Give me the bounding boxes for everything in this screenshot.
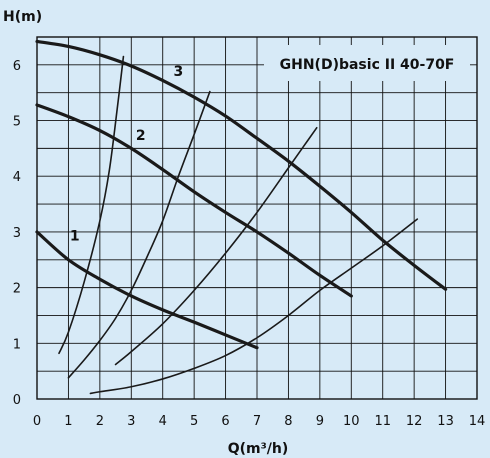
curve-label-3: 3 [174, 64, 184, 80]
system-curves [58, 55, 419, 395]
y-tick-label: 0 [13, 393, 21, 408]
y-tick-label: 6 [13, 59, 21, 74]
y-axis-label: H(m) [3, 9, 42, 25]
grid [36, 36, 478, 400]
plot-frame [36, 36, 478, 400]
x-tick-label: 14 [469, 414, 486, 429]
x-tick-label: 10 [343, 414, 360, 429]
curve-label-1: 1 [70, 228, 80, 244]
x-tick-label: 0 [33, 414, 41, 429]
x-axis-label: Q(m³/h) [228, 441, 289, 457]
y-tick-label: 5 [13, 115, 21, 130]
system-curve [67, 90, 211, 379]
x-tick-label: 7 [253, 414, 261, 429]
y-tick-label: 3 [13, 226, 21, 241]
title-box [264, 45, 470, 81]
y-tick-label: 4 [13, 170, 21, 185]
x-tick-label: 12 [406, 414, 423, 429]
x-tick-label: 9 [316, 414, 324, 429]
system-curve [114, 126, 318, 366]
system-curve [89, 218, 419, 395]
pump-curves: 1 2 3 [35, 39, 448, 350]
x-tick-label: 11 [374, 414, 391, 429]
y-tick-label: 1 [13, 337, 21, 352]
x-tick-label: 1 [64, 414, 72, 429]
y-tick-label: 2 [13, 282, 21, 297]
pump-curve-2 [35, 103, 353, 298]
x-tick-label: 6 [221, 414, 229, 429]
x-tick-label: 3 [127, 414, 135, 429]
pump-curve-3 [35, 39, 448, 291]
system-curve [58, 55, 125, 355]
pump-curve-1 [35, 230, 259, 350]
chart-title: GHN(D)basic II 40-70F [280, 57, 455, 73]
x-tick-label: 13 [437, 414, 454, 429]
x-tick-label: 4 [159, 414, 167, 429]
x-tick-label: 2 [96, 414, 104, 429]
x-tick-label: 8 [284, 414, 292, 429]
x-tick-label: 5 [190, 414, 198, 429]
curve-label-2: 2 [136, 128, 146, 144]
